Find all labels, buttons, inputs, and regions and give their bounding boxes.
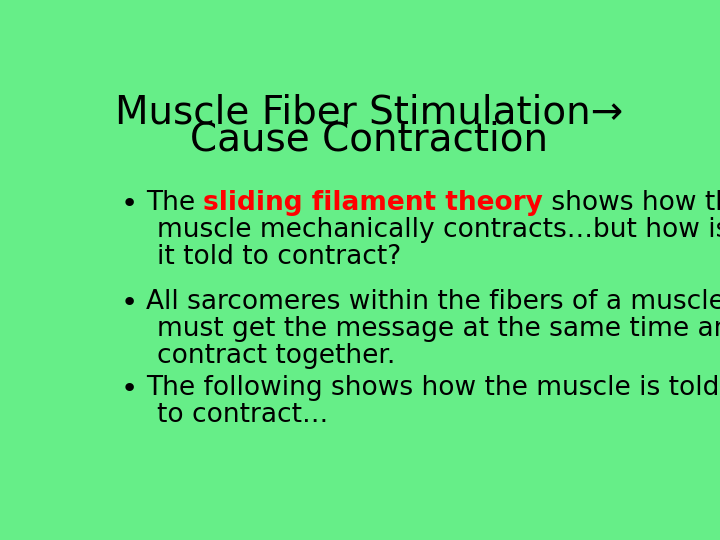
- Text: shows how the: shows how the: [543, 190, 720, 215]
- Text: Muscle Fiber Stimulation→: Muscle Fiber Stimulation→: [115, 93, 623, 132]
- Text: Cause Contraction: Cause Contraction: [190, 120, 548, 159]
- Text: The following shows how the muscle is told: The following shows how the muscle is to…: [145, 375, 719, 401]
- Text: contract together.: contract together.: [157, 343, 395, 369]
- Text: it told to contract?: it told to contract?: [157, 244, 401, 269]
- Text: The: The: [145, 190, 203, 215]
- Text: All sarcomeres within the fibers of a muscle: All sarcomeres within the fibers of a mu…: [145, 289, 720, 315]
- Text: sliding filament theory: sliding filament theory: [203, 190, 543, 215]
- Text: •: •: [121, 289, 138, 318]
- Text: •: •: [121, 375, 138, 403]
- Text: to contract…: to contract…: [157, 402, 328, 428]
- Text: •: •: [121, 190, 138, 218]
- Text: must get the message at the same time and: must get the message at the same time an…: [157, 316, 720, 342]
- Text: muscle mechanically contracts…but how is: muscle mechanically contracts…but how is: [157, 217, 720, 242]
